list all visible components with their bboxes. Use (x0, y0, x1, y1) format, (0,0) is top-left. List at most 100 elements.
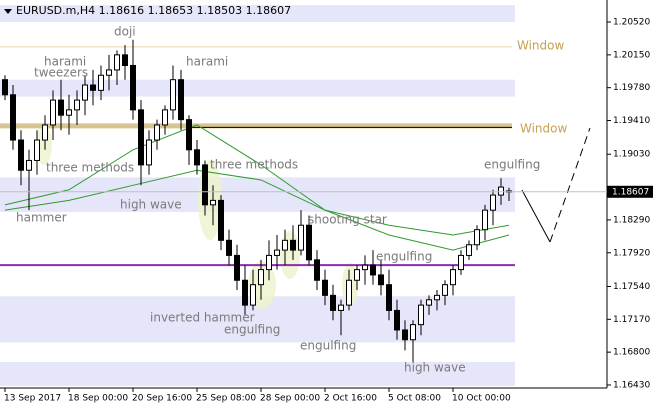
candle-body (378, 274, 384, 286)
price-box (607, 185, 653, 198)
candle-body (226, 239, 232, 256)
candle-body (210, 199, 216, 206)
annotation: shooting star (308, 213, 387, 227)
level-label: Window (517, 39, 565, 53)
candle-body (498, 186, 504, 196)
zone (0, 79, 515, 97)
candle-body (234, 254, 240, 281)
x-tick-label: 18 Sep 00:00 (68, 394, 128, 404)
candle-body (322, 279, 328, 296)
candle-body (346, 279, 352, 306)
candle-body (282, 239, 288, 251)
annotation: engulfing (376, 250, 432, 264)
candle-body (82, 84, 88, 101)
annotation: three methods (210, 158, 298, 172)
candle-body (306, 224, 312, 261)
projection (549, 127, 591, 243)
chart-title: EURUSD.m,H4 1.18616 1.18653 1.18503 1.18… (16, 4, 291, 17)
y-tick-label: 1.19780 (613, 83, 650, 93)
candle-body (450, 269, 456, 286)
y-tick-label: 1.17170 (613, 315, 650, 325)
x-tick-label: 13 Sep 2017 (4, 394, 61, 404)
candle-body (482, 209, 488, 231)
candle-body (34, 139, 40, 161)
zone (0, 5, 515, 23)
y-tick-label: 1.17920 (613, 248, 650, 258)
candle-body (106, 69, 112, 76)
candle-body (402, 329, 408, 341)
annotation: engulfing (300, 339, 356, 353)
candle-body (434, 294, 440, 301)
candle-body (138, 109, 144, 166)
candle-body (154, 124, 160, 141)
candle-body (122, 54, 128, 66)
candle-body (266, 254, 272, 271)
candle-body (10, 94, 16, 141)
candle-body (418, 304, 424, 326)
annotation: inverted hammer (150, 311, 255, 325)
annotation: harami (186, 55, 228, 69)
candle-body (146, 139, 152, 166)
candle-body (162, 109, 168, 126)
moving-average (4, 169, 510, 251)
candle-body (18, 139, 24, 171)
x-tick-label: 10 Oct 00:00 (452, 394, 511, 404)
candle-body (258, 269, 264, 286)
level-label: Window (520, 122, 568, 136)
candle-body (466, 244, 472, 256)
zone (0, 361, 515, 386)
candle-body (362, 264, 368, 271)
candle-body (242, 279, 248, 306)
candle-body (426, 299, 432, 306)
candle-body (26, 159, 32, 171)
candle-body (250, 284, 256, 306)
moving-average (4, 124, 510, 236)
x-tick-label: 5 Oct 08:00 (388, 394, 441, 404)
candle-body (474, 229, 480, 246)
price-label: 1.18607 (612, 187, 649, 197)
annotation: tweezers (34, 66, 88, 80)
y-tick-label: 1.19410 (613, 116, 650, 126)
candle-body (130, 64, 136, 111)
candle-body (66, 109, 72, 116)
candle-body (354, 269, 360, 281)
candle-body (442, 284, 448, 296)
annotation: engulfing (484, 158, 540, 172)
annotation: engulfing (224, 323, 280, 337)
candle-body (298, 224, 304, 251)
candle-body (370, 264, 376, 276)
candle-body (218, 199, 224, 241)
menu-arrow[interactable] (4, 9, 12, 14)
annotation: doji (114, 25, 136, 39)
projection (521, 189, 551, 243)
y-tick-label: 1.18290 (613, 215, 650, 225)
x-tick-label: 20 Sep 16:00 (132, 394, 192, 404)
candle-body (314, 259, 320, 281)
annotation: three methods (46, 161, 134, 175)
y-tick-label: 1.16430 (613, 380, 650, 390)
candle-body (386, 284, 392, 311)
candle-body (58, 99, 64, 116)
candle-body (194, 149, 200, 166)
highlight (280, 231, 300, 279)
candle-body (74, 99, 80, 111)
candle-body (202, 164, 208, 206)
candle-body (186, 119, 192, 151)
x-tick-label: 28 Sep 00:00 (260, 394, 320, 404)
candle-body (42, 124, 48, 141)
candle-body (50, 99, 56, 126)
candle-body (394, 309, 400, 331)
candle-body (178, 79, 184, 121)
candle-body (170, 79, 176, 111)
y-tick-label: 1.16800 (613, 348, 650, 358)
x-tick-label: 2 Oct 16:00 (324, 394, 377, 404)
annotation: high wave (404, 361, 466, 375)
annotation: harami (44, 55, 86, 69)
candle-body (410, 324, 416, 341)
candle-body (330, 294, 336, 311)
x-tick-label: 25 Sep 08:00 (196, 394, 256, 404)
candle-body (2, 79, 8, 96)
candle-body (290, 239, 296, 251)
candle-body (274, 249, 280, 256)
